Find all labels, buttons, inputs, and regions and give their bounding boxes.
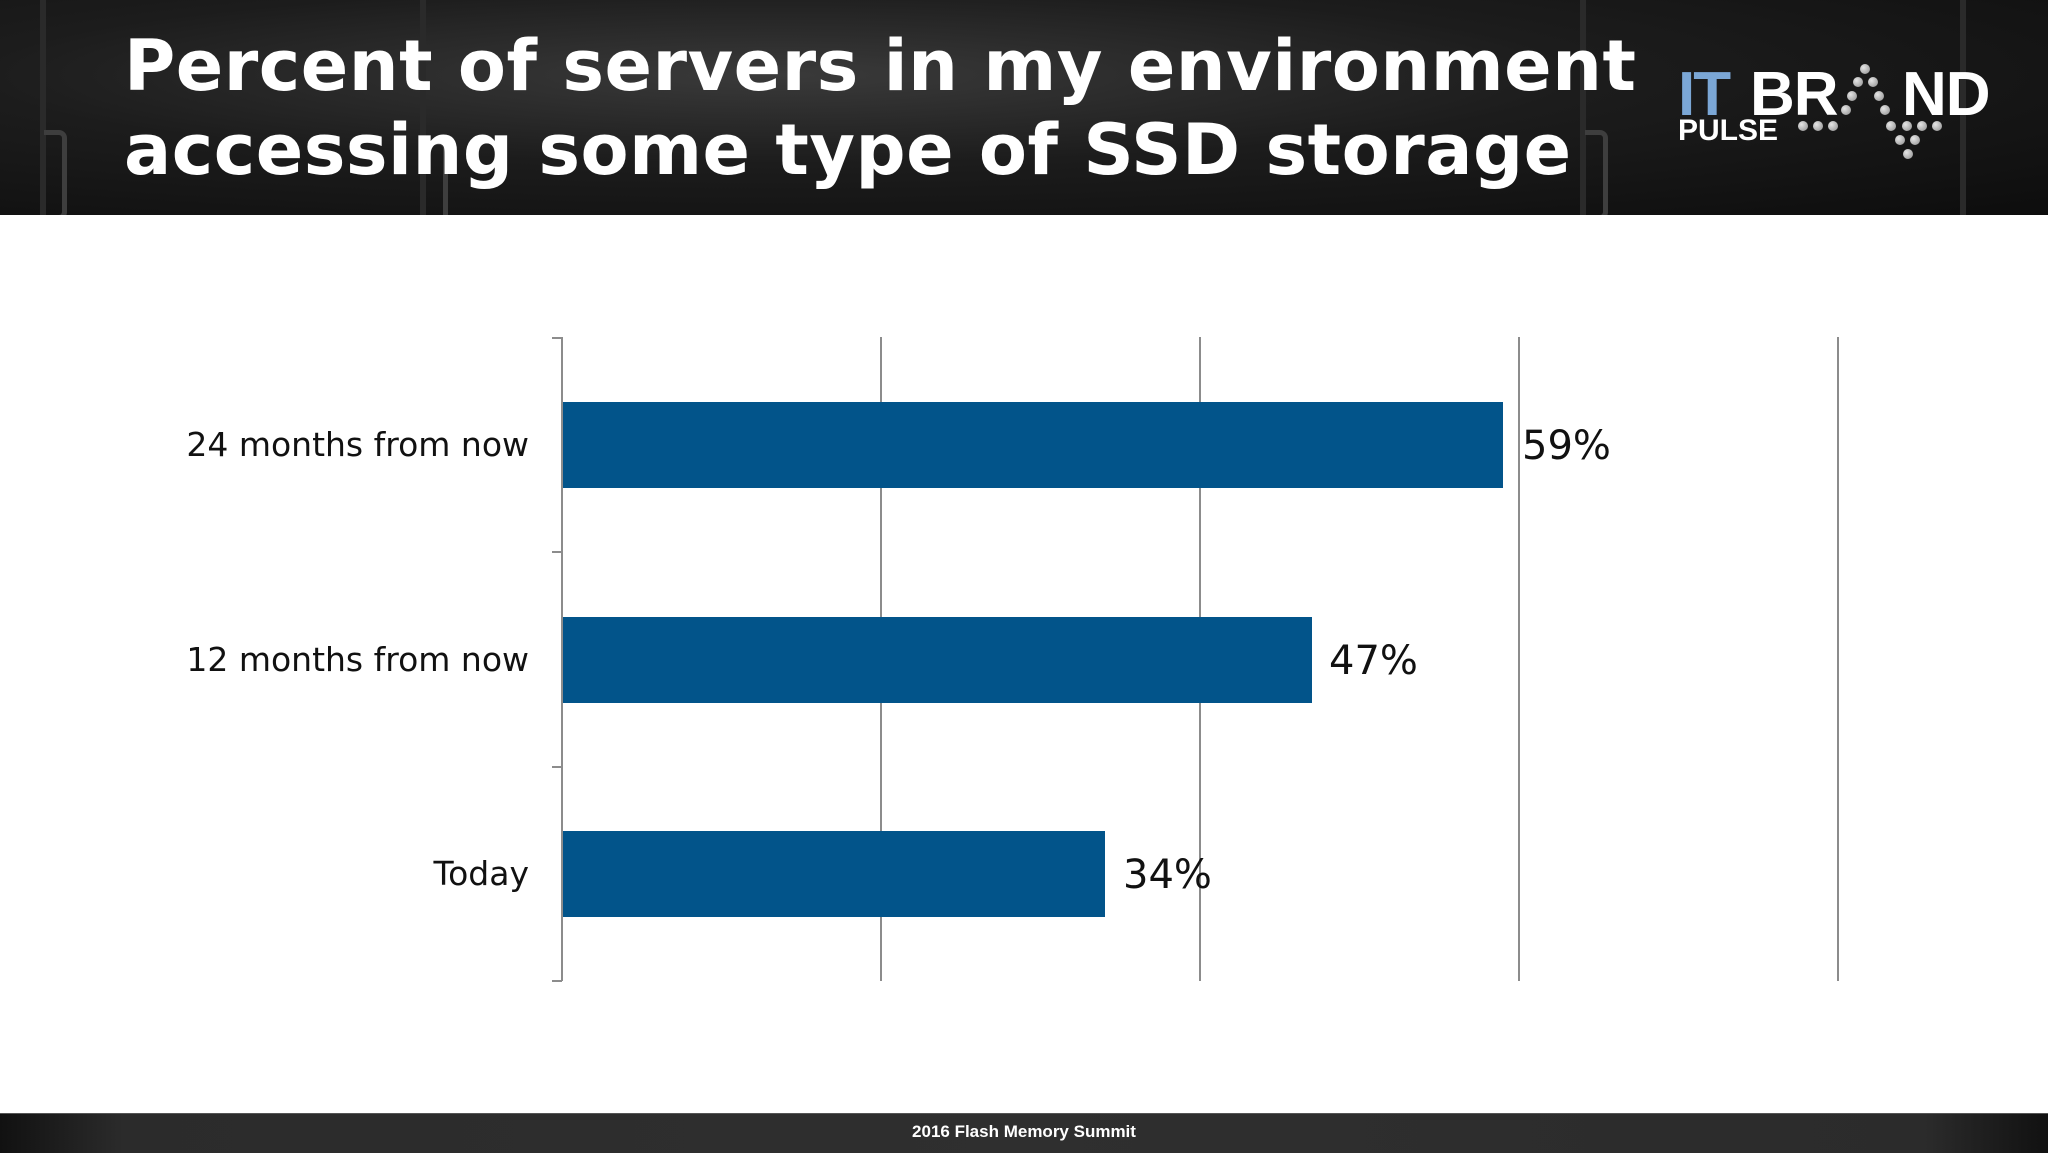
y-axis-tick <box>552 980 562 982</box>
y-axis-tick <box>552 766 562 768</box>
bar-12-months <box>563 617 1312 703</box>
slide-header: Percent of servers in my environment acc… <box>0 0 2048 215</box>
footer-text: 2016 Flash Memory Summit <box>912 1122 1136 1141</box>
y-axis-tick <box>552 551 562 553</box>
server-rack-decoration <box>1960 0 1966 215</box>
bar-today <box>563 831 1105 917</box>
rack-handle-decoration <box>425 140 448 215</box>
itbrandpulse-logo: IT BR ND PULSE <box>1678 64 2018 174</box>
logo-pulse-text: PULSE <box>1678 114 1779 147</box>
slide-title: Percent of servers in my environment acc… <box>124 24 1636 192</box>
logo-br-text: BR <box>1750 60 1839 129</box>
server-rack-decoration <box>40 0 46 215</box>
category-label-24-months: 24 months from now <box>186 425 529 464</box>
category-label-12-months: 12 months from now <box>186 640 529 679</box>
y-axis <box>561 337 563 981</box>
server-rack-decoration <box>1580 0 1586 215</box>
value-label-12-months: 47% <box>1329 638 1418 684</box>
rack-handle-decoration <box>1585 130 1608 215</box>
y-axis-tick <box>552 337 562 339</box>
bar-24-months <box>563 402 1503 488</box>
gridline-60 <box>1518 337 1520 981</box>
server-rack-decoration <box>420 0 426 215</box>
rack-handle-decoration <box>44 130 67 215</box>
slide-footer: 2016 Flash Memory Summit <box>0 1113 2048 1153</box>
value-label-24-months: 59% <box>1522 423 1611 469</box>
category-label-today: Today <box>433 854 529 893</box>
title-line-1: Percent of servers in my environment <box>124 25 1637 107</box>
title-line-2: accessing some type of SSD storage <box>124 109 1572 191</box>
value-label-today: 34% <box>1123 852 1212 898</box>
gridline-80 <box>1837 337 1839 981</box>
logo-it-text: IT <box>1678 60 1731 129</box>
logo-nd-text: ND <box>1902 60 1991 129</box>
